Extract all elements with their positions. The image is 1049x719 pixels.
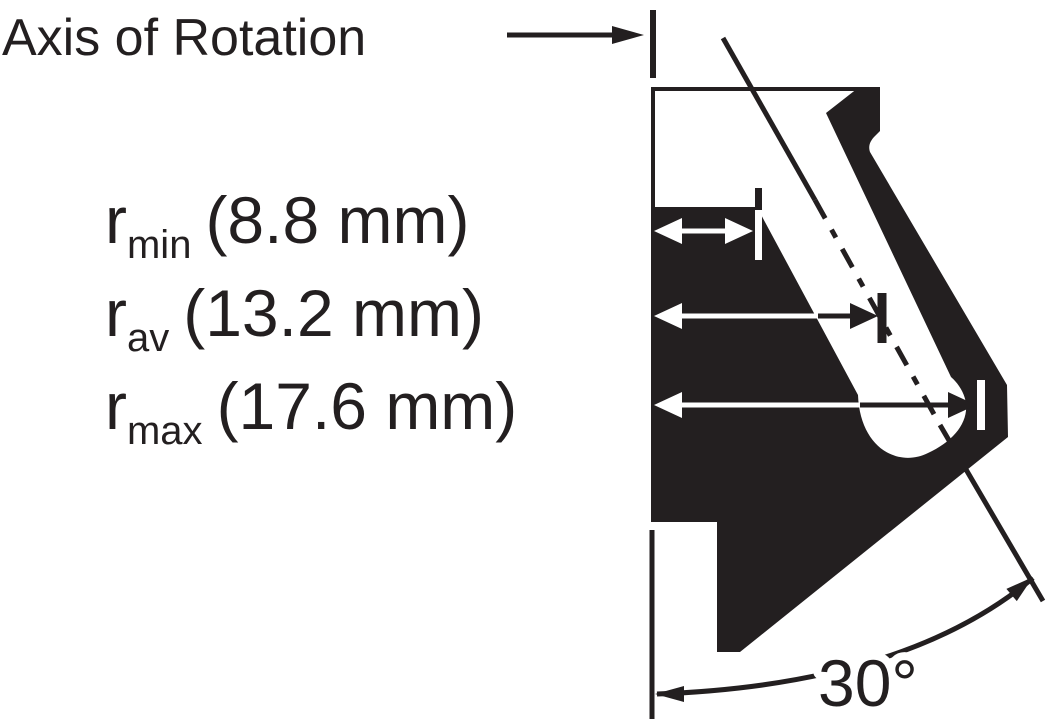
r-min-tick-lower bbox=[755, 210, 762, 260]
r-min-arrowhead-left-icon bbox=[654, 218, 682, 244]
r-min-arrowhead-right-icon bbox=[725, 218, 753, 244]
r-av-arrow-shaft-black bbox=[818, 313, 852, 319]
r-max-label: rmax (17.6 mm) bbox=[105, 369, 517, 453]
r-max-arrow-shaft-white bbox=[676, 402, 864, 408]
r-max-value: (17.6 mm) bbox=[217, 369, 518, 443]
angle-value-label: 30° bbox=[818, 646, 918, 719]
r-min-tick-upper bbox=[755, 188, 762, 210]
r-min-arrow-shaft bbox=[670, 228, 738, 234]
angle-arrowhead-left-icon bbox=[655, 686, 684, 702]
r-av-base: r bbox=[105, 276, 127, 350]
r-min-dimension bbox=[654, 188, 762, 260]
r-max-arrow-shaft-black bbox=[860, 402, 950, 408]
r-av-arrowhead-left-icon bbox=[654, 303, 682, 329]
r-min-sub: min bbox=[127, 223, 191, 267]
r-min-base: r bbox=[105, 183, 127, 257]
r-min-label: rmin (8.8 mm) bbox=[105, 183, 469, 267]
r-max-sub: max bbox=[127, 409, 203, 453]
axis-pointer-arrow bbox=[507, 26, 644, 44]
angle-arrowhead-right-icon bbox=[1006, 577, 1033, 602]
r-max-arrowhead-right-icon bbox=[948, 392, 976, 418]
axis-pointer-arrowhead-icon bbox=[612, 26, 644, 44]
r-max-arrowhead-left-icon bbox=[654, 392, 682, 418]
r-max-dimension bbox=[654, 380, 985, 430]
r-av-sub: av bbox=[127, 316, 169, 360]
rotor-envelope-outline bbox=[651, 87, 880, 211]
angle-arc bbox=[656, 576, 1035, 697]
r-av-arrowhead-right-icon bbox=[850, 303, 878, 329]
r-av-label: rav (13.2 mm) bbox=[105, 276, 484, 360]
r-av-tick bbox=[877, 293, 887, 343]
r-min-value: (8.8 mm) bbox=[205, 183, 469, 257]
r-av-dimension bbox=[654, 293, 887, 343]
axis-of-rotation-label: Axis of Rotation bbox=[2, 9, 366, 67]
r-max-tick bbox=[977, 380, 985, 430]
rotor-body bbox=[651, 88, 1008, 652]
tube-angle-dimension: 30° bbox=[655, 576, 1035, 719]
r-max-base: r bbox=[105, 369, 127, 443]
r-av-arrow-shaft-white bbox=[676, 313, 820, 319]
centerline-upper-solid bbox=[720, 36, 818, 202]
r-av-value: (13.2 mm) bbox=[183, 276, 484, 350]
